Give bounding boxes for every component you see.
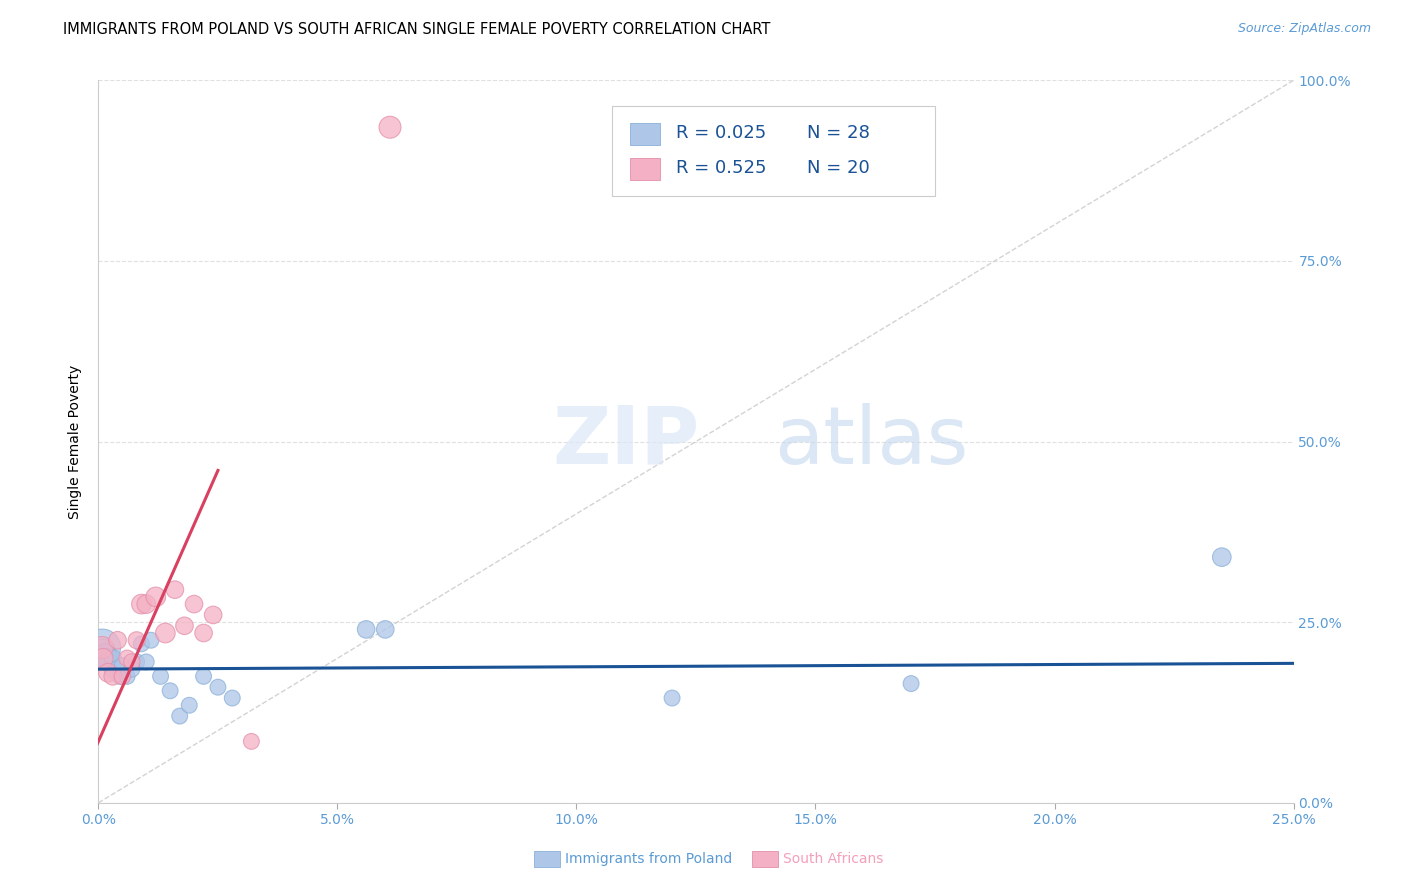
Point: [91, 640, 114, 655]
Point: [1211, 550, 1233, 565]
Point: [202, 607, 225, 622]
Point: [108, 669, 131, 683]
Point: [97, 655, 120, 669]
FancyBboxPatch shape: [630, 158, 661, 180]
Text: N = 28: N = 28: [807, 124, 870, 142]
Text: ZIP: ZIP: [553, 402, 700, 481]
Y-axis label: Single Female Poverty: Single Female Poverty: [69, 365, 83, 518]
Point: [94, 648, 117, 662]
Point: [900, 676, 922, 690]
Point: [378, 120, 401, 135]
Point: [159, 683, 181, 698]
Point: [107, 633, 129, 648]
Point: [125, 633, 148, 648]
Point: [155, 626, 177, 640]
Point: [91, 640, 114, 655]
Point: [135, 655, 157, 669]
Point: [115, 651, 138, 665]
Point: [97, 651, 120, 665]
FancyBboxPatch shape: [630, 123, 661, 145]
Point: [221, 691, 243, 706]
Point: [121, 662, 143, 676]
Point: [661, 691, 683, 706]
Point: [91, 644, 114, 658]
Text: N = 20: N = 20: [807, 160, 870, 178]
Point: [145, 590, 167, 604]
Point: [207, 680, 229, 694]
Point: [179, 698, 201, 713]
Point: [183, 597, 205, 611]
Point: [111, 658, 134, 673]
FancyBboxPatch shape: [613, 105, 935, 196]
Point: [101, 651, 124, 665]
Point: [111, 669, 134, 683]
Point: [374, 623, 396, 637]
Text: R = 0.025: R = 0.025: [676, 124, 766, 142]
Point: [107, 662, 129, 676]
Text: IMMIGRANTS FROM POLAND VS SOUTH AFRICAN SINGLE FEMALE POVERTY CORRELATION CHART: IMMIGRANTS FROM POLAND VS SOUTH AFRICAN …: [63, 22, 770, 37]
Point: [193, 626, 215, 640]
Point: [131, 637, 153, 651]
Point: [101, 669, 124, 683]
Point: [131, 597, 153, 611]
Point: [91, 651, 114, 665]
Text: atlas: atlas: [773, 402, 967, 481]
Point: [169, 709, 191, 723]
Point: [115, 669, 138, 683]
Point: [139, 633, 162, 648]
Point: [101, 662, 124, 676]
Point: [135, 597, 157, 611]
Point: [240, 734, 263, 748]
Text: South Africans: South Africans: [783, 852, 883, 866]
Point: [354, 623, 377, 637]
Point: [121, 655, 143, 669]
Point: [193, 669, 215, 683]
Point: [97, 665, 120, 680]
Point: [149, 669, 172, 683]
Point: [125, 655, 148, 669]
Text: Source: ZipAtlas.com: Source: ZipAtlas.com: [1237, 22, 1371, 36]
Point: [163, 582, 186, 597]
Point: [173, 619, 195, 633]
Text: Immigrants from Poland: Immigrants from Poland: [565, 852, 733, 866]
Text: R = 0.525: R = 0.525: [676, 160, 766, 178]
